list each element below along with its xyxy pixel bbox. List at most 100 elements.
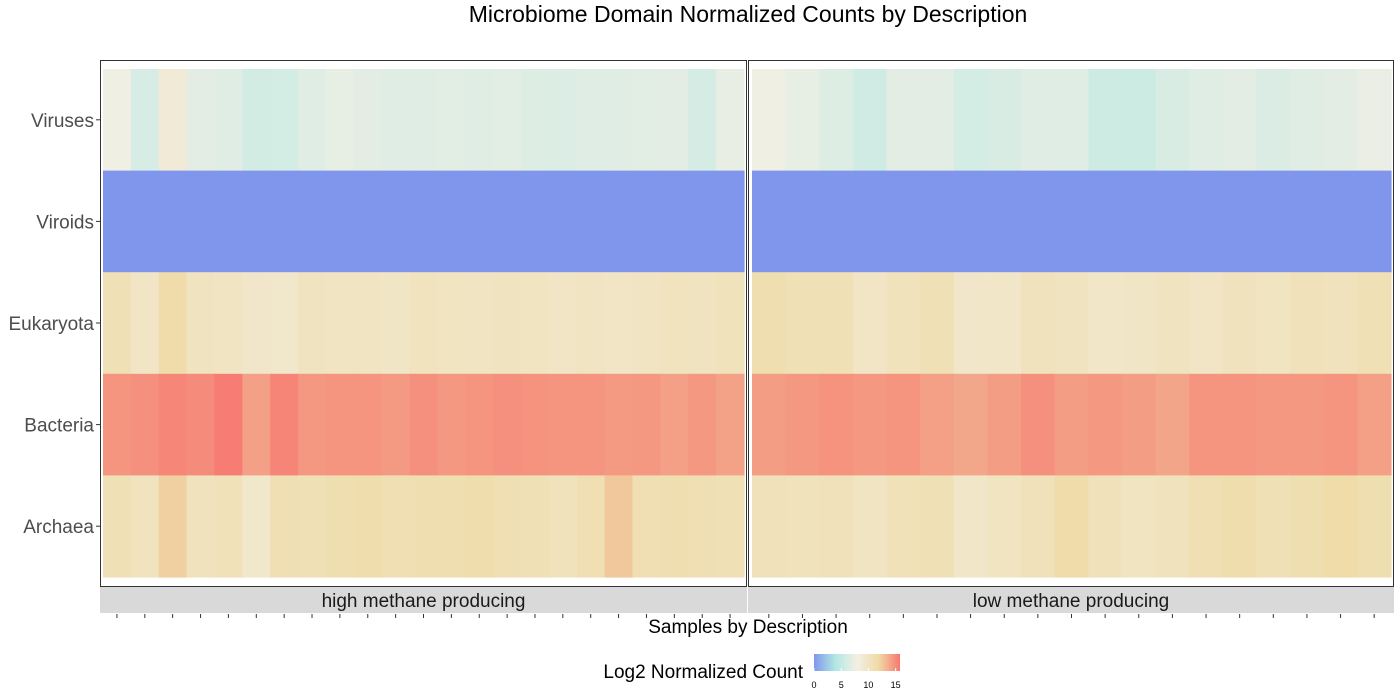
heatmap-cell-low-methane-producing-viruses-17 [1290, 69, 1325, 172]
heatmap-cell-low-methane-producing-viroids-18 [1323, 170, 1358, 273]
heatmap-cell-high-methane-producing-bacteria-22 [688, 373, 717, 476]
heatmap-cell-low-methane-producing-viruses-7 [953, 69, 989, 172]
facet-label-high-methane-producing: high methane producing [322, 591, 526, 612]
heatmap-cell-high-methane-producing-viruses-21 [660, 69, 689, 172]
heatmap-cell-high-methane-producing-viroids-1 [103, 170, 132, 273]
heatmap-cell-high-methane-producing-viroids-21 [660, 170, 689, 273]
heatmap-cell-low-methane-producing-eukaryota-9 [1021, 272, 1056, 375]
heatmap-cell-high-methane-producing-viroids-5 [214, 170, 243, 273]
heatmap-cell-low-methane-producing-eukaryota-4 [852, 272, 888, 375]
heatmap-cell-high-methane-producing-archaea-12 [409, 475, 439, 578]
heatmap-cell-high-methane-producing-viroids-8 [298, 170, 327, 273]
y-tick-label-viruses: Viruses [31, 111, 94, 132]
heatmap-cell-low-methane-producing-viroids-2 [785, 170, 820, 273]
heatmap-cell-low-methane-producing-eukaryota-1 [752, 272, 787, 375]
heatmap-cell-low-methane-producing-eukaryota-17 [1290, 272, 1325, 375]
heatmap-cell-high-methane-producing-bacteria-1 [103, 373, 132, 476]
heatmap-cell-high-methane-producing-viroids-10 [353, 170, 383, 273]
heatmap-cell-high-methane-producing-eukaryota-1 [103, 272, 132, 375]
legend-tick-label-5: 5 [839, 680, 844, 690]
heatmap-cell-high-methane-producing-viruses-5 [214, 69, 243, 172]
heatmap-cell-low-methane-producing-viroids-14 [1189, 170, 1224, 273]
heatmap-cell-high-methane-producing-eukaryota-20 [632, 272, 661, 375]
heatmap-cell-low-methane-producing-bacteria-8 [987, 373, 1022, 476]
heatmap-cell-high-methane-producing-viroids-12 [409, 170, 439, 273]
heatmap-cell-high-methane-producing-archaea-10 [353, 475, 383, 578]
heatmap-cell-high-methane-producing-eukaryota-19 [604, 272, 634, 375]
heatmap-cell-low-methane-producing-viruses-10 [1054, 69, 1089, 172]
heatmap-cell-low-methane-producing-bacteria-18 [1323, 373, 1358, 476]
heatmap-cell-high-methane-producing-viruses-2 [130, 69, 160, 172]
y-tick-label-bacteria: Bacteria [24, 416, 94, 437]
facet-label-low-methane-producing: low methane producing [973, 591, 1169, 612]
heatmap-cell-low-methane-producing-viroids-17 [1290, 170, 1325, 273]
heatmap-cell-high-methane-producing-eukaryota-12 [409, 272, 439, 375]
heatmap-cell-low-methane-producing-bacteria-9 [1021, 373, 1056, 476]
heatmap-cell-high-methane-producing-eukaryota-2 [130, 272, 160, 375]
heatmap-cell-low-methane-producing-viruses-16 [1256, 69, 1291, 172]
heatmap-cell-low-methane-producing-viroids-19 [1357, 170, 1392, 273]
heatmap-cell-high-methane-producing-eukaryota-8 [298, 272, 327, 375]
heatmap-cell-high-methane-producing-viroids-17 [548, 170, 578, 273]
heatmap-cell-low-methane-producing-bacteria-4 [852, 373, 888, 476]
heatmap-cell-low-methane-producing-bacteria-14 [1189, 373, 1224, 476]
heatmap-cell-high-methane-producing-bacteria-11 [381, 373, 411, 476]
heatmap-cell-low-methane-producing-archaea-1 [752, 475, 787, 578]
heatmap-cell-low-methane-producing-viruses-6 [920, 69, 955, 172]
heatmap-cell-high-methane-producing-viroids-20 [632, 170, 661, 273]
heatmap-cell-high-methane-producing-bacteria-6 [242, 373, 271, 476]
heatmap-cell-high-methane-producing-viroids-9 [325, 170, 355, 273]
heatmap-cell-high-methane-producing-archaea-17 [548, 475, 578, 578]
heatmap-cell-high-methane-producing-viruses-10 [353, 69, 383, 172]
heatmap-cell-high-methane-producing-bacteria-4 [186, 373, 216, 476]
heatmap-cell-high-methane-producing-viroids-4 [186, 170, 216, 273]
heatmap-cell-high-methane-producing-viruses-9 [325, 69, 355, 172]
heatmap-cell-low-methane-producing-viruses-13 [1155, 69, 1190, 172]
heatmap-cell-high-methane-producing-viruses-19 [604, 69, 634, 172]
panel-border-low-methane-producing [748, 60, 1394, 587]
heatmap-cell-high-methane-producing-viroids-6 [242, 170, 271, 273]
heatmap-cell-high-methane-producing-viruses-7 [270, 69, 299, 172]
heatmap-cell-high-methane-producing-eukaryota-16 [521, 272, 550, 375]
heatmap-cell-high-methane-producing-archaea-13 [437, 475, 466, 578]
heatmap-cell-low-methane-producing-viroids-10 [1054, 170, 1089, 273]
heatmap-cell-high-methane-producing-viruses-8 [298, 69, 327, 172]
heatmap-cell-high-methane-producing-viruses-18 [576, 69, 606, 172]
heatmap-cell-low-methane-producing-viroids-1 [752, 170, 787, 273]
heatmap-cell-low-methane-producing-eukaryota-12 [1121, 272, 1157, 375]
heatmap-cell-high-methane-producing-viroids-3 [158, 170, 188, 273]
heatmap-cell-high-methane-producing-bacteria-18 [576, 373, 606, 476]
heatmap-cell-high-methane-producing-viruses-20 [632, 69, 661, 172]
heatmap-cell-low-methane-producing-eukaryota-2 [785, 272, 820, 375]
heatmap-cell-low-methane-producing-viroids-5 [886, 170, 921, 273]
heatmap-cell-low-methane-producing-viruses-19 [1357, 69, 1392, 172]
heatmap-cell-high-methane-producing-viruses-14 [465, 69, 494, 172]
heatmap-cell-low-methane-producing-archaea-11 [1088, 475, 1123, 578]
legend-colorbar [814, 654, 900, 671]
heatmap-cell-high-methane-producing-archaea-4 [186, 475, 216, 578]
heatmap-cell-low-methane-producing-eukaryota-3 [819, 272, 854, 375]
facet-strip-low-methane-producing [748, 587, 1394, 613]
heatmap-cell-high-methane-producing-viruses-4 [186, 69, 216, 172]
heatmap-cell-low-methane-producing-eukaryota-19 [1357, 272, 1392, 375]
heatmap-cell-low-methane-producing-viroids-7 [953, 170, 989, 273]
heatmap-cell-low-methane-producing-bacteria-12 [1121, 373, 1157, 476]
heatmap-cell-high-methane-producing-archaea-5 [214, 475, 243, 578]
heatmap-cell-low-methane-producing-eukaryota-15 [1222, 272, 1258, 375]
heatmap-cell-high-methane-producing-viruses-6 [242, 69, 271, 172]
x-axis-title: Samples by Description [648, 617, 848, 638]
heatmap-cell-high-methane-producing-eukaryota-18 [576, 272, 606, 375]
heatmap-cell-low-methane-producing-eukaryota-10 [1054, 272, 1089, 375]
heatmap-cell-high-methane-producing-eukaryota-23 [716, 272, 745, 375]
heatmap-cell-low-methane-producing-archaea-9 [1021, 475, 1056, 578]
heatmap-cell-low-methane-producing-viruses-2 [785, 69, 820, 172]
heatmap-cell-low-methane-producing-archaea-14 [1189, 475, 1224, 578]
heatmap-cell-high-methane-producing-eukaryota-10 [353, 272, 383, 375]
heatmap-cell-low-methane-producing-archaea-5 [886, 475, 921, 578]
heatmap-cell-low-methane-producing-archaea-7 [953, 475, 989, 578]
heatmap-cell-high-methane-producing-archaea-21 [660, 475, 689, 578]
heatmap-cell-low-methane-producing-viruses-8 [987, 69, 1022, 172]
heatmap-cell-high-methane-producing-bacteria-21 [660, 373, 689, 476]
heatmap-cell-high-methane-producing-eukaryota-15 [493, 272, 522, 375]
heatmap-cell-low-methane-producing-bacteria-2 [785, 373, 820, 476]
